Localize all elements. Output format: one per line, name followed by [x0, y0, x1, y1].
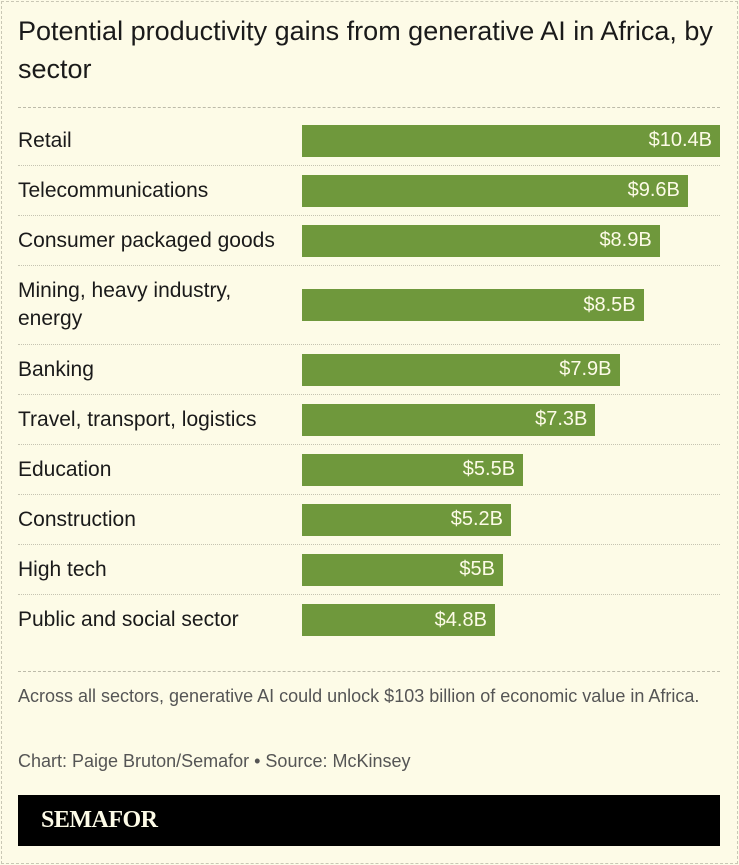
bar: $8.5B [302, 289, 644, 321]
brand-banner: SEMAFOR [18, 795, 720, 846]
data-label: $8.5B [583, 293, 636, 316]
category-label: Construction [18, 507, 136, 531]
category-label: Telecommunications [18, 178, 209, 202]
category-label: High tech [18, 557, 107, 581]
bar: $8.9B [302, 224, 660, 257]
category-label: Travel, transport, logistics [18, 407, 257, 431]
bar: $4.8B [302, 604, 495, 636]
bar: $10.4B [302, 124, 720, 157]
bar-row: Retail $10.4B [18, 116, 720, 166]
data-label: $7.9B [559, 358, 612, 380]
category-label: Mining, heavy industry, energy [18, 279, 232, 330]
bar-row: Banking $7.9B [18, 345, 720, 395]
data-label: $10.4B [648, 129, 712, 151]
bar-row: High tech $5B [18, 545, 720, 595]
bar-row: Construction $5.2B [18, 495, 720, 545]
bar: $5B [302, 553, 503, 586]
bar-row: Travel, transport, logistics $7.3B [18, 395, 720, 445]
bar: $5.2B [302, 503, 511, 536]
bar-row: Mining, heavy industry, energy $8.5B [18, 266, 720, 345]
category-label: Consumer packaged goods [18, 228, 275, 252]
bar-row: Telecommunications $9.6B [18, 166, 720, 216]
bar-rows: Retail $10.4B Telecommunications $9.6B Consu… [18, 116, 720, 645]
divider [18, 671, 720, 672]
bar: $9.6B [302, 174, 688, 207]
bar: $7.9B [302, 353, 620, 386]
category-label: Retail [18, 128, 72, 152]
bar-row: Public and social sector $4.8B [18, 595, 720, 645]
data-label: $7.3B [535, 408, 588, 430]
chart-title: Potential productivity gains from genera… [18, 16, 713, 84]
data-label: $5.5B [462, 458, 516, 480]
bar-row: Education $5.5B [18, 445, 720, 495]
category-label: Education [18, 457, 112, 481]
semafor-logo: SEMAFOR [41, 807, 158, 833]
chart-note: Across all sectors, generative AI could … [18, 686, 700, 706]
bar: $5.5B [302, 453, 524, 486]
data-label: $8.9B [599, 229, 652, 251]
category-label: Public and social sector [18, 608, 239, 631]
data-label: $4.8B [434, 608, 487, 631]
data-label: $5B [459, 558, 495, 580]
category-label: Banking [18, 357, 94, 381]
data-label: $5.2B [450, 508, 503, 530]
bar: $7.3B [302, 403, 596, 436]
chart-credit: Chart: Paige Bruton/Semafor • Source: Mc… [18, 751, 411, 771]
bar-row: Consumer packaged goods $8.9B [18, 216, 720, 266]
divider [18, 107, 720, 108]
data-label: $9.6B [627, 179, 680, 201]
